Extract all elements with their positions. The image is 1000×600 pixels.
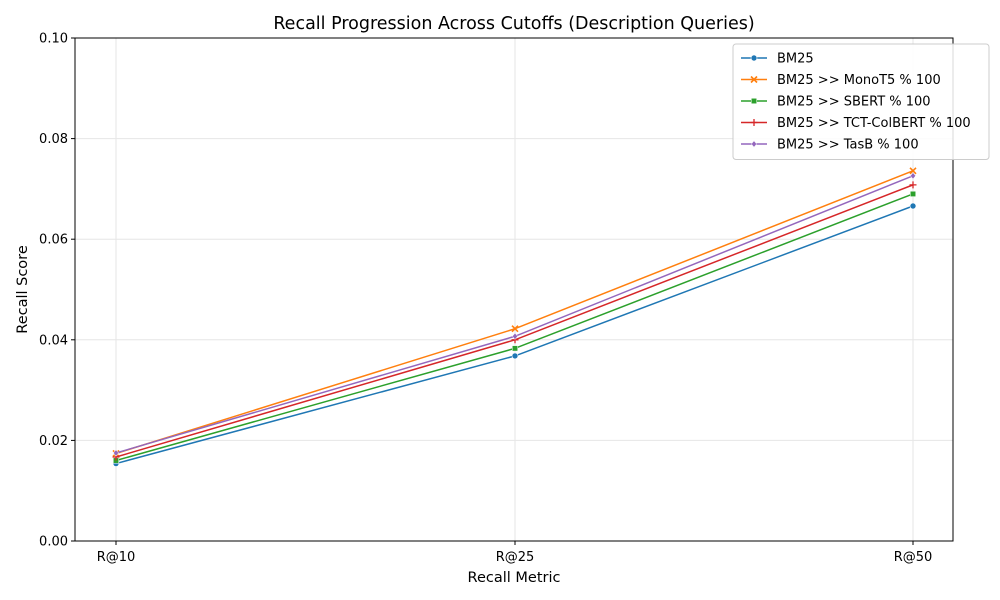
legend-label: BM25 bbox=[777, 52, 814, 67]
y-tick-label: 0.02 bbox=[39, 434, 68, 449]
legend-item: BM25 >> TCT-ColBERT % 100 bbox=[741, 116, 971, 131]
data-point bbox=[909, 181, 917, 189]
data-point bbox=[511, 325, 519, 333]
y-tick-label: 0.10 bbox=[39, 32, 68, 47]
series-4 bbox=[113, 172, 916, 457]
data-point bbox=[113, 449, 119, 457]
data-point bbox=[909, 202, 917, 210]
data-point bbox=[910, 172, 916, 180]
x-tick-label: R@10 bbox=[97, 550, 136, 565]
legend: BM25 BM25 >> MonoT5 % 100 BM25 >> SBERT % … bbox=[732, 43, 990, 160]
legend-label: BM25 >> MonoT5 % 100 bbox=[777, 73, 941, 88]
legend-item: BM25 >> MonoT5 % 100 bbox=[741, 73, 941, 88]
y-tick-label: 0.08 bbox=[39, 132, 68, 147]
legend-item: BM25 >> TasB % 100 bbox=[741, 138, 919, 153]
plot-frame bbox=[74, 37, 954, 542]
y-axis-title: Recall Score bbox=[15, 245, 31, 334]
chart-title: Recall Progression Across Cutoffs (Descr… bbox=[273, 14, 754, 34]
legend-marker bbox=[751, 140, 757, 148]
legend-marker bbox=[750, 54, 758, 62]
legend-label: BM25 >> TasB % 100 bbox=[777, 138, 919, 153]
data-point bbox=[512, 345, 518, 352]
x-axis-title: Recall Metric bbox=[468, 570, 561, 586]
legend-item: BM25 >> SBERT % 100 bbox=[741, 95, 931, 110]
data-point bbox=[512, 332, 518, 340]
data-point bbox=[909, 167, 917, 175]
y-tick-label: 0.00 bbox=[39, 535, 68, 550]
legend-item: BM25 bbox=[741, 52, 814, 67]
legend-marker bbox=[751, 98, 757, 104]
series-2 bbox=[113, 190, 916, 464]
y-tick-label: 0.04 bbox=[39, 333, 68, 348]
legend-marker bbox=[750, 119, 758, 126]
y-tick-label: 0.06 bbox=[39, 233, 68, 248]
legend-label: BM25 >> TCT-ColBERT % 100 bbox=[777, 116, 971, 131]
x-tick-label: R@25 bbox=[496, 550, 535, 565]
data-point bbox=[511, 352, 519, 360]
axis-ticks: 0.00 0.02 0.04 0.06 0.08 0.10 R@10 R@25 R@50 bbox=[39, 32, 932, 566]
legend-marker bbox=[750, 75, 758, 84]
series-lines bbox=[112, 167, 917, 467]
data-point bbox=[910, 190, 916, 197]
legend-box bbox=[732, 43, 990, 160]
legend-label: BM25 >> SBERT % 100 bbox=[777, 95, 931, 110]
x-tick-label: R@50 bbox=[894, 550, 933, 565]
